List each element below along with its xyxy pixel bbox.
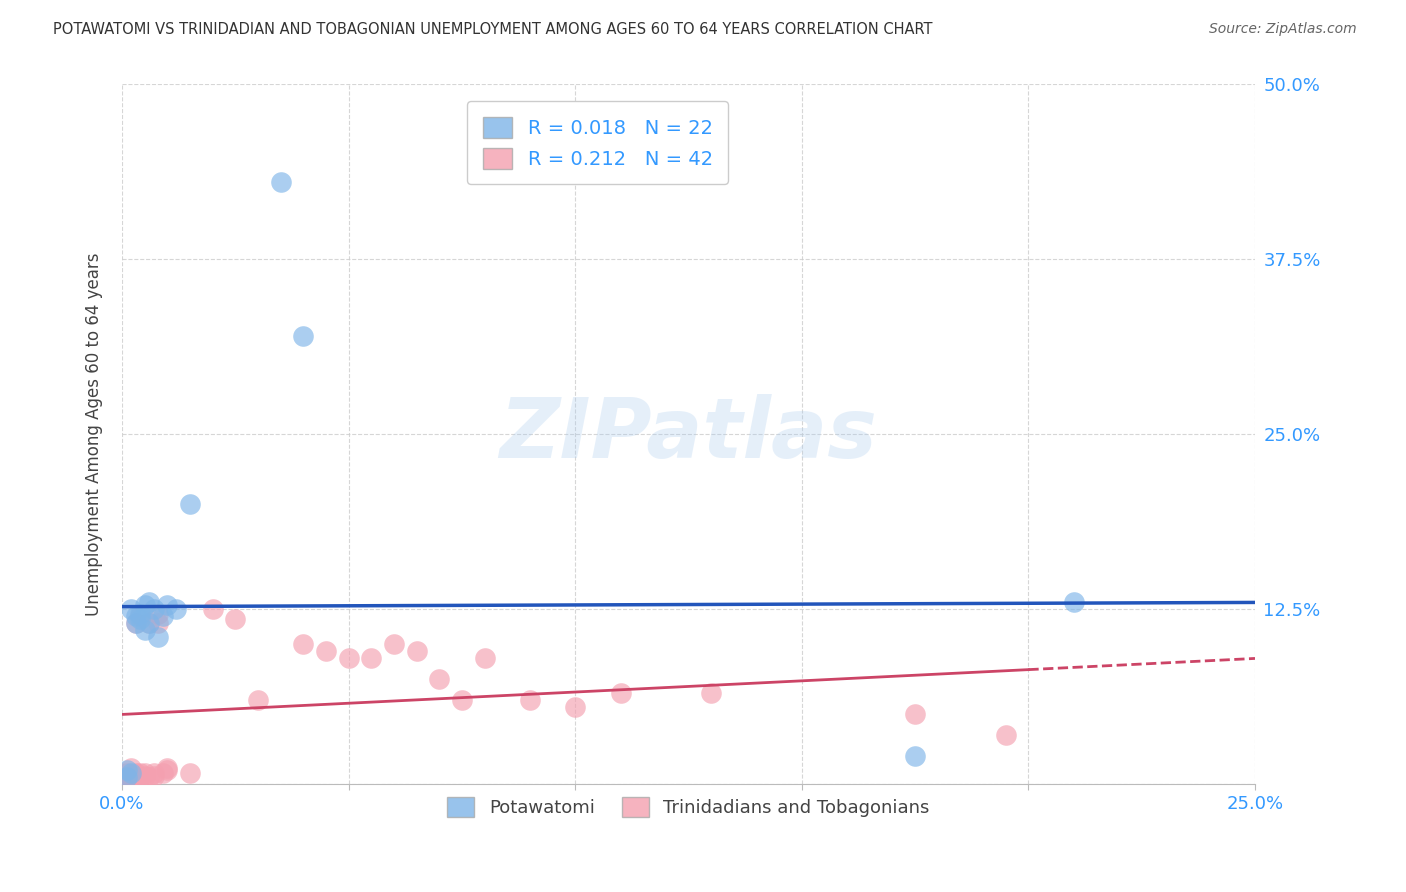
Point [124, 766, 146, 780]
Point [124, 616, 146, 631]
Point [152, 766, 174, 780]
Point [148, 631, 170, 645]
Point [156, 599, 179, 613]
Point [134, 599, 156, 613]
Point [360, 651, 382, 665]
Point [124, 772, 146, 786]
Point [142, 602, 165, 616]
Point [179, 766, 201, 780]
Y-axis label: Unemployment Among Ages 60 to 64 years: Unemployment Among Ages 60 to 64 years [86, 252, 103, 616]
Point [138, 595, 160, 609]
Point [134, 766, 156, 780]
Point [120, 772, 142, 786]
Point [247, 693, 270, 707]
Point [129, 607, 152, 621]
Point [115, 771, 138, 785]
Point [115, 773, 138, 788]
Point [904, 707, 927, 722]
Point [609, 686, 631, 700]
Point [292, 329, 315, 343]
Point [129, 612, 152, 626]
Point [138, 616, 160, 631]
Point [337, 651, 360, 665]
Text: Source: ZipAtlas.com: Source: ZipAtlas.com [1209, 22, 1357, 37]
Point [292, 637, 315, 651]
Text: POTAWATOMI VS TRINIDADIAN AND TOBAGONIAN UNEMPLOYMENT AMONG AGES 60 TO 64 YEARS : POTAWATOMI VS TRINIDADIAN AND TOBAGONIAN… [53, 22, 934, 37]
Point [124, 616, 146, 631]
Point [427, 673, 450, 687]
Point [904, 749, 927, 764]
Point [519, 693, 541, 707]
Point [224, 612, 246, 626]
Point [120, 766, 142, 780]
Point [179, 498, 201, 512]
Point [156, 764, 179, 778]
Point [120, 767, 142, 781]
Point [134, 624, 156, 638]
Point [270, 176, 292, 190]
Point [152, 609, 174, 624]
Point [201, 602, 224, 616]
Point [1063, 595, 1085, 609]
Point [115, 766, 138, 780]
Point [129, 609, 152, 624]
Point [994, 728, 1017, 742]
Point [138, 771, 160, 785]
Text: ZIPatlas: ZIPatlas [499, 394, 877, 475]
Point [382, 637, 405, 651]
Point [142, 769, 165, 783]
Point [124, 609, 146, 624]
Point [120, 602, 142, 616]
Point [115, 771, 138, 785]
Point [148, 616, 170, 631]
Point [700, 686, 723, 700]
Point [156, 761, 179, 775]
Point [564, 700, 586, 714]
Point [138, 616, 160, 631]
Point [405, 644, 427, 658]
Point [451, 693, 474, 707]
Point [115, 764, 138, 778]
Legend: Potawatomi, Trinidadians and Tobagonians: Potawatomi, Trinidadians and Tobagonians [440, 790, 936, 824]
Point [120, 761, 142, 775]
Point [148, 607, 170, 621]
Point [474, 651, 496, 665]
Point [315, 644, 337, 658]
Point [129, 766, 152, 780]
Point [129, 771, 152, 785]
Point [142, 766, 165, 780]
Point [165, 602, 187, 616]
Point [134, 769, 156, 783]
